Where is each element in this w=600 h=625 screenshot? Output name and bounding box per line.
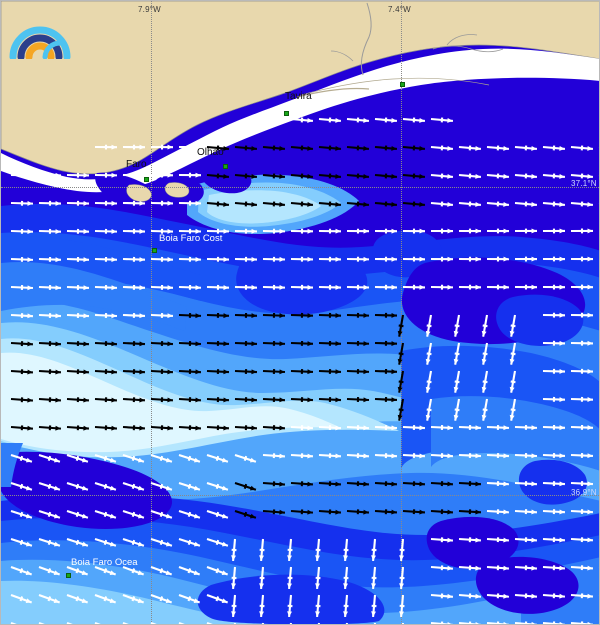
river-guadiana — [360, 2, 372, 76]
sandbar-tavira — [296, 87, 370, 98]
beach-strip — [1, 48, 599, 193]
place-dot — [400, 82, 405, 87]
latitude-label: 37.1°N — [571, 179, 597, 188]
place-label: Tavira — [285, 91, 312, 102]
buoy-label: Boia Faro Cost — [159, 233, 223, 244]
grid-line-horizontal — [1, 187, 599, 188]
road-coastal — [300, 77, 490, 96]
grid-line-vertical — [151, 1, 152, 624]
place-label: Olhao — [197, 147, 224, 158]
place-dot — [144, 177, 149, 182]
place-dot — [223, 164, 228, 169]
longitude-label: 7.9°W — [138, 5, 161, 14]
river-tributary — [330, 50, 354, 62]
place-dot — [284, 111, 289, 116]
landmass-algarve — [1, 1, 599, 175]
creek-east — [432, 45, 504, 53]
buoy-dot — [66, 573, 71, 578]
place-label: Faro — [126, 159, 147, 170]
lagoon-channel-2 — [200, 165, 252, 194]
longitude-label: 7.4°W — [388, 5, 411, 14]
rainbow-arc-icon[interactable] — [9, 13, 71, 59]
lagoon-islet — [126, 184, 152, 202]
buoy-label: Boia Faro Ocea — [71, 557, 138, 568]
latitude-label: 36.9°N — [571, 488, 597, 497]
grid-line-vertical — [401, 1, 402, 624]
buoy-dot — [152, 248, 157, 253]
creek-east-2 — [446, 34, 478, 46]
lagoon-islet-2 — [164, 182, 190, 198]
place-label: V.R.Sto. Antonio — [405, 65, 478, 76]
grid-line-horizontal — [1, 495, 599, 496]
